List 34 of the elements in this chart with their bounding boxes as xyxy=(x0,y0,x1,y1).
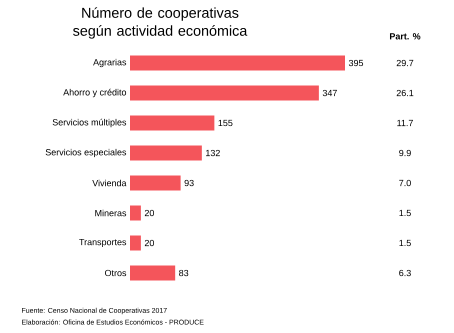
text: 1.5 xyxy=(399,210,411,216)
bar xyxy=(130,56,346,71)
y-tick-label: Agrarias xyxy=(93,58,126,68)
bar xyxy=(130,86,319,101)
data-label: 83 xyxy=(179,270,188,276)
data-label: 395 xyxy=(348,60,364,66)
data-label: 347 xyxy=(322,90,337,96)
data-label: 20 xyxy=(144,210,154,216)
text: 26.1 xyxy=(396,90,414,96)
y-tick-label: Mineras xyxy=(95,210,126,216)
text: 29.7 xyxy=(396,60,414,66)
bar xyxy=(130,116,214,131)
text: 11.7 xyxy=(397,120,413,126)
bar xyxy=(130,176,181,191)
text: 6.3 xyxy=(399,270,411,276)
y-tick-label: Transportes xyxy=(79,238,126,248)
text: 7.0 xyxy=(399,180,411,186)
data-label: 20 xyxy=(144,240,154,246)
chart-title: Número de cooperativas según actividad económica xyxy=(73,7,248,39)
y-tick-label: Ahorro y crédito xyxy=(63,88,126,98)
data-label: 93 xyxy=(184,180,194,186)
text: 9.9 xyxy=(399,150,411,156)
y-tick-label: Otros xyxy=(104,270,126,276)
bar xyxy=(130,206,141,221)
text: 1.5 xyxy=(399,240,411,246)
y-tick-label: Vivienda xyxy=(92,180,126,186)
y-tick-label: Servicios múltiples xyxy=(52,118,126,128)
bar xyxy=(130,236,141,251)
y-tick-label: Servicios especiales xyxy=(46,148,126,158)
bar xyxy=(130,146,202,161)
text: Part. % xyxy=(390,33,420,40)
data-label: 132 xyxy=(206,150,220,156)
bar xyxy=(130,266,176,281)
data-label: 155 xyxy=(218,120,232,126)
